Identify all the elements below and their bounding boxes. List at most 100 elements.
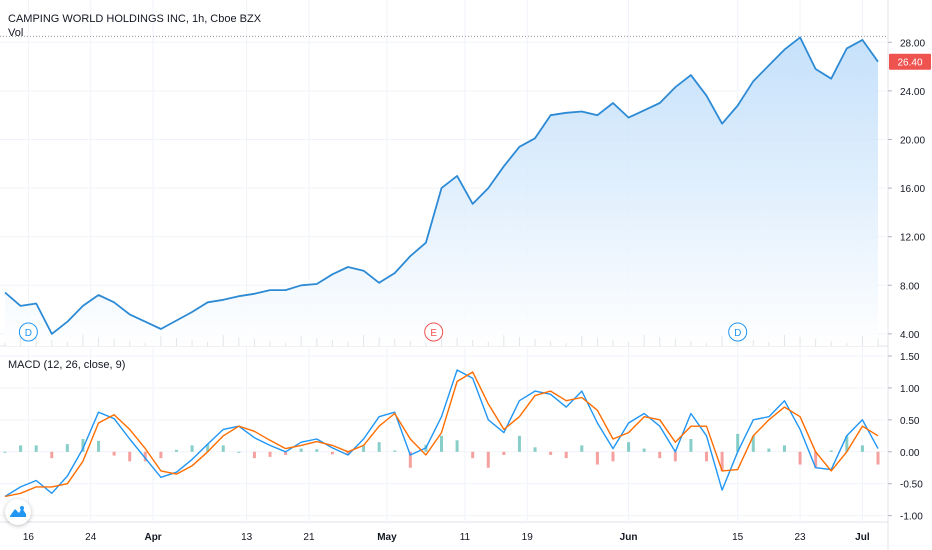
histogram-bar [455, 440, 459, 452]
histogram-bar [268, 451, 272, 457]
histogram-bar [486, 451, 490, 468]
histogram-bar [81, 439, 85, 452]
signal-line [4, 371, 879, 498]
histogram-bar [736, 433, 740, 452]
histogram-bar [658, 451, 662, 459]
time-tick-label: Apr [144, 532, 161, 543]
histogram-bar [346, 451, 350, 455]
time-tick-label: 11 [460, 532, 471, 543]
histogram-bar [502, 451, 506, 455]
histogram-bar [471, 451, 475, 459]
histogram-bar [159, 451, 163, 459]
price-badge [889, 53, 931, 70]
event-marker-letter: E [430, 328, 437, 339]
price-line [4, 36, 879, 335]
event-marker-circle [424, 322, 444, 342]
price-tick-label: 24.00 [900, 87, 925, 98]
histogram-bar [440, 435, 443, 452]
histogram-bar [19, 445, 23, 452]
histogram-bar [533, 447, 537, 452]
time-tick-label: Jul [855, 532, 870, 543]
price-area-fill [5, 37, 878, 347]
histogram-bar [315, 449, 319, 452]
histogram-bar [393, 450, 397, 452]
event-marker-letter: D [25, 328, 32, 339]
histogram-bar [876, 451, 880, 465]
histogram-bar [143, 451, 147, 462]
histogram-bar [34, 445, 38, 452]
histogram-bar [284, 451, 288, 455]
event-marker-e[interactable]: E [424, 322, 444, 342]
histogram-bar [174, 449, 178, 452]
histogram-bar [751, 435, 755, 452]
histogram-bar [829, 450, 833, 452]
time-tick-label: May [377, 532, 397, 543]
histogram-bar [549, 451, 553, 455]
event-marker-d[interactable]: D [728, 322, 748, 342]
histogram-bar [642, 448, 646, 452]
histogram-bar [377, 442, 381, 452]
event-marker-letter: D [734, 328, 741, 339]
histogram-bar [237, 451, 241, 453]
histogram-bar [362, 445, 366, 452]
histogram-bar [798, 451, 802, 465]
macd-tick-label: 1.00 [900, 384, 920, 395]
histogram-bar [860, 445, 864, 452]
histogram-bar [767, 448, 771, 452]
histogram-bar [190, 445, 194, 452]
histogram-bar [782, 445, 786, 452]
histogram-bar [299, 448, 303, 452]
histogram-bar [330, 451, 334, 455]
volume-label: Vol [8, 27, 24, 39]
histogram-bar [595, 451, 599, 465]
price-tick-label: 20.00 [900, 135, 925, 146]
event-marker-d[interactable]: D [18, 322, 38, 342]
histogram-bar [408, 451, 412, 468]
histogram-bar [65, 444, 69, 452]
macd-pane [3, 369, 880, 498]
histogram-bar [564, 451, 568, 459]
histogram-bar [97, 440, 101, 452]
price-badge-label: 26.40 [897, 58, 922, 69]
histogram-bar [50, 451, 54, 459]
histogram-bar [845, 435, 849, 452]
histogram-bar [673, 451, 677, 462]
macd-tick-label: 0.00 [900, 448, 920, 459]
histogram-bar [252, 451, 256, 459]
tradingview-logo-icon[interactable] [5, 499, 31, 525]
histogram-bar [705, 451, 709, 462]
macd-label[interactable]: MACD (12, 26, close, 9) [8, 359, 126, 371]
price-pane [0, 35, 888, 347]
price-tick-label: 4.00 [900, 330, 920, 341]
time-tick-label: Jun [620, 532, 638, 543]
price-tick-label: 16.00 [900, 184, 925, 195]
macd-tick-label: -1.00 [900, 512, 923, 523]
macd-tick-label: -0.50 [900, 480, 923, 491]
axes: 4.00 8.00 12.00 16.00 20.00 24.00 28.00 -1.00 -0… [23, 38, 931, 543]
histogram-bar [206, 444, 210, 452]
histogram-bar [517, 435, 521, 452]
time-tick-label: 15 [732, 532, 744, 543]
histogram-bar [221, 445, 225, 452]
histogram-bar [580, 445, 584, 452]
histogram-bar [627, 442, 631, 452]
chart-title: CAMPING WORLD HOLDINGS INC, 1h, Cboe BZX [8, 13, 262, 25]
macd-tick-label: 1.50 [900, 352, 920, 363]
time-tick-label: 13 [241, 532, 253, 543]
histogram-bar [689, 439, 693, 452]
histogram-bar [814, 451, 818, 468]
time-tick-label: 19 [522, 532, 534, 543]
price-tick-label: 28.00 [900, 38, 925, 49]
histogram-bar [3, 451, 7, 453]
event-marker-circle [18, 322, 38, 342]
macd-line [4, 369, 879, 498]
price-tick-label: 12.00 [900, 233, 925, 244]
histogram-bar [611, 451, 615, 462]
time-tick-label: 16 [23, 532, 35, 543]
time-tick-label: 24 [85, 532, 97, 543]
time-tick-label: 21 [303, 532, 315, 543]
histogram-bar [720, 451, 724, 471]
macd-tick-label: 0.50 [900, 416, 920, 427]
